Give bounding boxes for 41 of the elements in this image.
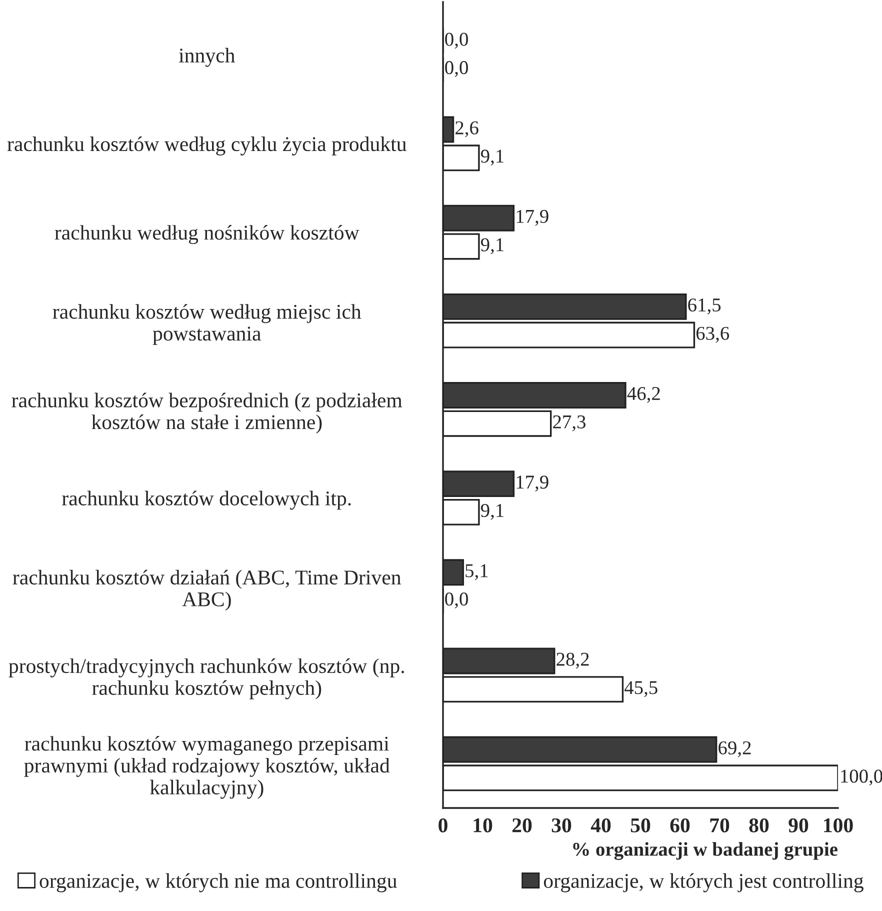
x-tick-label: 80 [749,818,769,832]
y-tick-label: innych [178,48,235,67]
x-tick-label: 40 [590,818,611,832]
y-tick-label: rachunku kosztów według cyklu życia produktu [7,136,406,156]
data-label: 63,6 [696,326,730,343]
y-tick-label: prostych/tradycyjnych rachunków kosztów (np. rachunku kosztów pełnych) [8,658,404,700]
data-label: 28,2 [556,652,589,669]
legend-label: organizacje, w których jest controlling [544,873,864,892]
x-tick-label: 100 [824,818,853,832]
data-label: 0,0 [445,592,468,608]
x-tick-label: 90 [788,818,808,832]
data-label: 100,0 [841,770,882,786]
y-tick-label: rachunku kosztów bezpośrednich (z podziałem kosztów na stałe i zmienne) [12,392,402,434]
x-tick-label: 30 [552,818,572,832]
data-label: 46,2 [627,387,660,403]
data-label: 61,5 [688,298,721,314]
y-tick-label: rachunku kosztów wymaganego przepisami prawnymi (układ rodzajowy kosztów, układ kalkulacyjny) [24,736,390,799]
y-tick-label: rachunku według nośników kosztów [54,225,360,244]
data-label: 17,9 [516,210,548,226]
data-label: 9,1 [480,238,504,254]
data-label: 5,1 [466,564,488,580]
y-tick-label: rachunku kosztów docelowych itp. [62,490,351,510]
legend-label: organizacje, w których nie ma controllingu [40,873,397,892]
data-label: 2,6 [456,121,478,138]
data-label: 0,0 [445,61,468,77]
y-tick-label: rachunku kosztów działań (ABC, Time Driven ABC) [12,570,401,611]
data-label: 69,2 [718,741,751,758]
x-tick-label: 70 [710,818,730,832]
x-axis-title: % organizacji w badanej grupie [573,842,838,860]
data-label: 17,9 [516,476,548,492]
data-label: 27,3 [553,415,586,432]
x-tick-label: 60 [670,818,690,832]
data-label: 0,0 [445,32,468,49]
x-tick-label: 0 [438,818,448,832]
y-tick-label: rachunku kosztów według miejsc ich powstawania [52,304,362,345]
x-tick-label: 20 [512,818,532,832]
data-label: 9,1 [480,150,504,166]
data-label: 45,5 [624,681,658,697]
x-tick-label: 50 [630,818,650,832]
x-tick-label: 10 [474,818,492,832]
data-label: 9,1 [480,504,504,520]
